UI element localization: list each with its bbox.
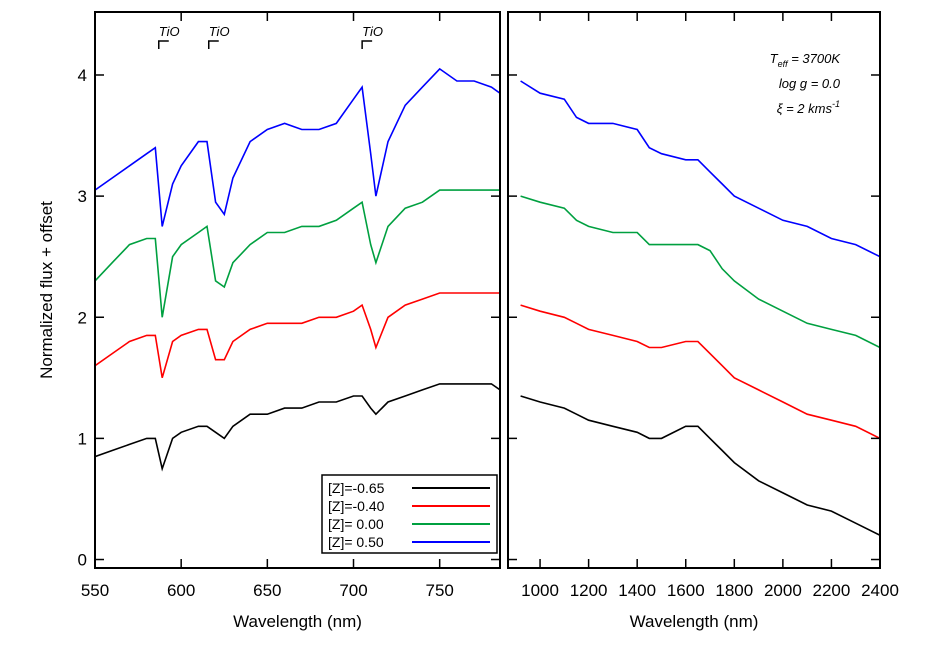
x-tick-label: 1400: [618, 581, 656, 600]
x-tick-label: 2000: [764, 581, 802, 600]
x-tick-label: 550: [81, 581, 109, 600]
y-tick-label: 4: [78, 66, 87, 85]
y-tick-label: 0: [78, 551, 87, 570]
x-tick-label: 1000: [521, 581, 559, 600]
param-sub: eff: [778, 59, 790, 69]
spectrum-line: [95, 292, 500, 379]
x-axis-label: Wavelength (nm): [630, 612, 759, 631]
x-tick-label: 650: [253, 581, 281, 600]
x-tick-label: 2400: [861, 581, 899, 600]
spectrum-line: [95, 383, 500, 472]
spectrum-line: [520, 304, 880, 440]
param-main: log g = 0.0: [779, 76, 841, 91]
tio-bracket: [207, 40, 219, 49]
legend-label: [Z]=-0.40: [328, 498, 385, 514]
param-text: ξ = 2 kms-1: [777, 99, 840, 116]
x-tick-label: 750: [425, 581, 453, 600]
spectrum-line: [520, 80, 880, 258]
x-tick-label: 700: [339, 581, 367, 600]
tio-label: TiO: [362, 24, 383, 39]
x-tick-label: 1200: [570, 581, 608, 600]
param-text: Teff = 3700K: [770, 51, 842, 69]
legend-label: [Z]= 0.00: [328, 516, 384, 532]
y-tick-label: 2: [78, 308, 87, 327]
param-main: T: [770, 51, 779, 66]
spectrum-line: [520, 395, 880, 537]
tio-label: TiO: [159, 24, 180, 39]
param-text: log g = 0.0: [779, 76, 841, 91]
legend-label: [Z]= 0.50: [328, 534, 384, 550]
x-tick-label: 600: [167, 581, 195, 600]
x-tick-label: 1600: [667, 581, 705, 600]
x-axis-label: Wavelength (nm): [233, 612, 362, 631]
plot-frame: [507, 11, 881, 569]
y-axis-label: Normalized flux + offset: [37, 201, 56, 379]
legend-label: [Z]=-0.65: [328, 480, 385, 496]
x-tick-label: 2200: [813, 581, 851, 600]
param-main: ξ = 2 kms: [777, 101, 833, 116]
tio-bracket: [158, 40, 169, 49]
spectrum-line: [95, 67, 500, 227]
y-tick-label: 3: [78, 187, 87, 206]
plot-frame: [94, 11, 501, 569]
spectrum-line: [95, 189, 500, 318]
tio-bracket: [361, 40, 373, 49]
spectrum-line: [520, 195, 880, 349]
tio-label: TiO: [209, 24, 230, 39]
param-rest: = 3700K: [788, 51, 842, 66]
y-tick-label: 1: [78, 429, 87, 448]
param-sup: -1: [832, 99, 840, 109]
x-tick-label: 1800: [715, 581, 753, 600]
